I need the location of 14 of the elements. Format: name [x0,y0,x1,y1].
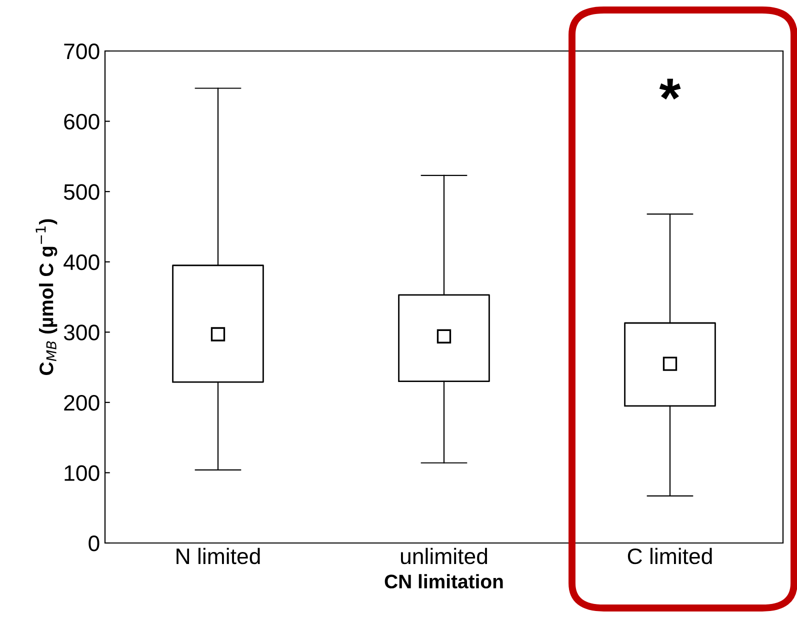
y-tick-label: 400 [64,254,100,270]
x-tick-label: unlimited [400,548,488,564]
y-tick-label: 0 [88,536,100,552]
x-tick-label: C limited [628,548,712,564]
x-axis-title: CN limitation [384,574,503,588]
y-tick-label: 200 [64,394,100,411]
y-tick-label: 500 [64,184,100,200]
x-tick-label: N limited [176,548,260,564]
annotation: * [659,78,681,100]
y-axis-title: C$_{MB}$ (µmol C g$^{−1}$) [36,219,58,375]
y-tick-label: 700 [64,44,100,60]
y-tick-label: 600 [64,114,100,130]
y-tick-label: 100 [64,465,100,481]
y-tick-label: 300 [64,324,100,340]
